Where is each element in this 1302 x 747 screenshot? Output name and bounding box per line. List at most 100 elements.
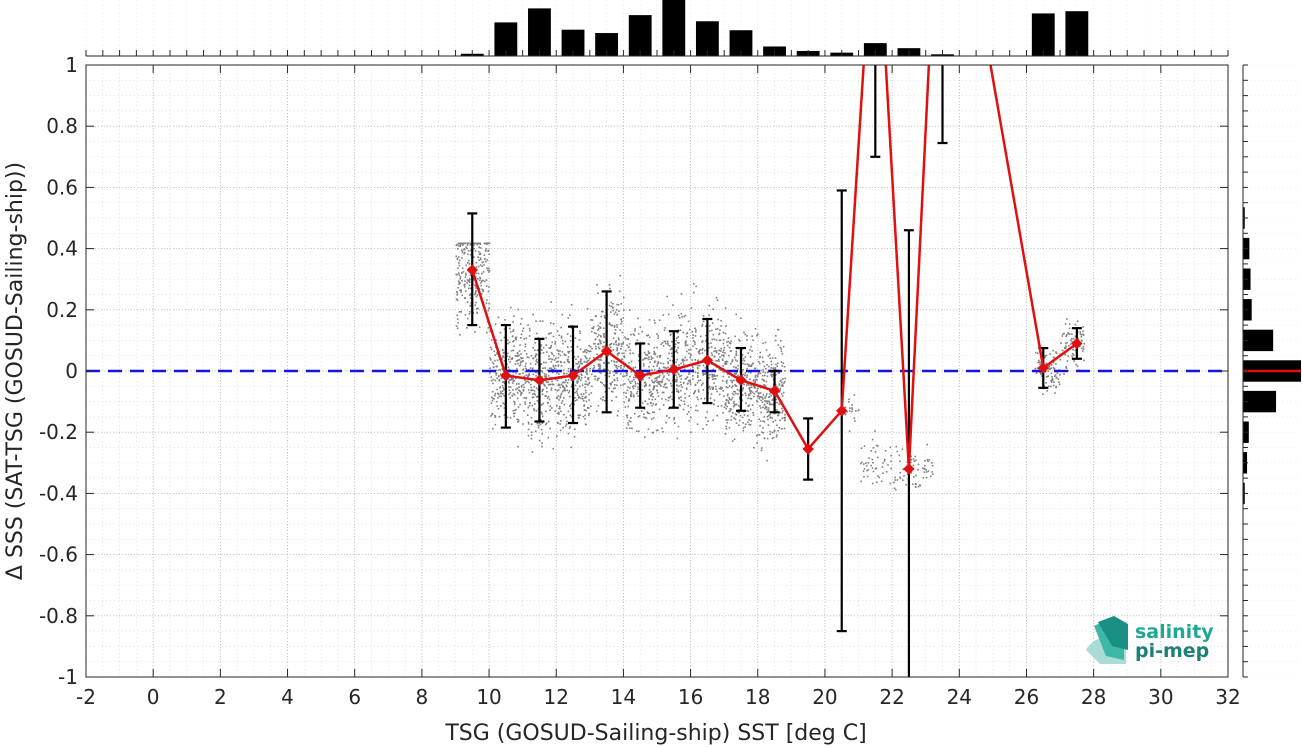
- scatter-point: [496, 353, 498, 355]
- scatter-point: [634, 373, 636, 376]
- scatter-point: [779, 419, 781, 422]
- scatter-point: [584, 386, 586, 389]
- scatter-point: [531, 389, 534, 391]
- scatter-point: [602, 311, 604, 313]
- x-tick-label: 16: [678, 685, 703, 709]
- scatter-point: [683, 400, 685, 403]
- scatter-point: [1071, 355, 1073, 358]
- scatter-point: [770, 374, 772, 376]
- scatter-point: [468, 284, 471, 287]
- scatter-point: [893, 487, 896, 490]
- scatter-point: [673, 417, 675, 419]
- scatter-point: [527, 374, 530, 376]
- scatter-point: [749, 371, 752, 374]
- scatter-point: [722, 342, 725, 345]
- x-tick-label: 22: [879, 685, 904, 709]
- scatter-point: [579, 385, 581, 388]
- scatter-point: [695, 285, 697, 288]
- scatter-point: [752, 339, 754, 341]
- scatter-point: [731, 440, 734, 442]
- scatter-point: [519, 373, 521, 375]
- scatter-point: [734, 403, 736, 406]
- scatter-point: [508, 389, 511, 391]
- scatter-point: [518, 354, 520, 357]
- scatter-point: [460, 289, 462, 292]
- scatter-point: [863, 445, 866, 447]
- scatter-point: [578, 365, 580, 368]
- scatter-point: [750, 364, 753, 367]
- scatter-point: [686, 350, 688, 353]
- scatter-point: [759, 372, 762, 375]
- scatter-point: [521, 392, 523, 394]
- scatter-point: [580, 362, 582, 365]
- scatter-point: [656, 376, 659, 378]
- scatter-point: [521, 330, 524, 332]
- scatter-point: [577, 394, 579, 396]
- scatter-point: [692, 337, 694, 339]
- scatter-point: [594, 375, 597, 378]
- scatter-point: [600, 342, 602, 345]
- scatter-point: [739, 419, 741, 422]
- scatter-point: [746, 335, 748, 337]
- scatter-point: [456, 299, 459, 302]
- scatter-point: [766, 371, 769, 374]
- scatter-point: [910, 455, 912, 458]
- y-tick-label: 0.4: [46, 237, 78, 261]
- scatter-point: [720, 386, 722, 389]
- scatter-point: [517, 445, 519, 448]
- scatter-point: [768, 365, 770, 368]
- scatter-point: [541, 371, 544, 373]
- scatter-point: [1055, 363, 1057, 365]
- scatter-point: [690, 431, 692, 434]
- scatter-point: [580, 373, 582, 375]
- scatter-point: [508, 382, 510, 384]
- scatter-point: [502, 386, 505, 389]
- scatter-point: [658, 319, 661, 321]
- scatter-point: [685, 343, 687, 346]
- scatter-point: [614, 364, 616, 366]
- scatter-point: [583, 400, 585, 402]
- scatter-point: [763, 404, 766, 406]
- scatter-point: [463, 286, 466, 288]
- scatter-point: [782, 391, 785, 394]
- scatter-point: [469, 311, 471, 313]
- scatter-point: [656, 355, 659, 358]
- scatter-point: [1048, 364, 1051, 367]
- scatter-point: [743, 360, 746, 362]
- scatter-point: [708, 347, 710, 349]
- scatter-point: [629, 427, 631, 429]
- scatter-point: [483, 242, 486, 245]
- scatter-point: [688, 373, 690, 375]
- scatter-point: [711, 376, 714, 378]
- scatter-point: [611, 390, 613, 393]
- scatter-point: [576, 380, 578, 382]
- scatter-point: [764, 396, 766, 399]
- scatter-point: [512, 378, 514, 380]
- scatter-point: [623, 366, 625, 368]
- scatter-point: [581, 384, 584, 386]
- scatter-point: [652, 365, 655, 368]
- scatter-point: [466, 317, 469, 320]
- scatter-point: [477, 251, 480, 253]
- scatter-point: [511, 358, 513, 360]
- scatter-point: [585, 400, 588, 403]
- scatter-point: [459, 334, 461, 336]
- scatter-point: [652, 388, 655, 391]
- scatter-point: [557, 360, 559, 363]
- scatter-point: [623, 401, 625, 403]
- scatter-point: [511, 395, 514, 397]
- scatter-point: [461, 294, 464, 296]
- scatter-point: [556, 349, 559, 351]
- scatter-point: [488, 253, 490, 256]
- scatter-point: [667, 362, 669, 365]
- scatter-point: [685, 388, 688, 391]
- scatter-point: [458, 259, 461, 262]
- scatter-point: [610, 342, 613, 345]
- scatter-point: [626, 344, 628, 346]
- scatter-point: [647, 343, 650, 345]
- scatter-point: [911, 483, 914, 485]
- scatter-point: [466, 242, 469, 245]
- scatter-point: [644, 436, 646, 438]
- scatter-point: [512, 349, 515, 352]
- scatter-point: [531, 396, 534, 399]
